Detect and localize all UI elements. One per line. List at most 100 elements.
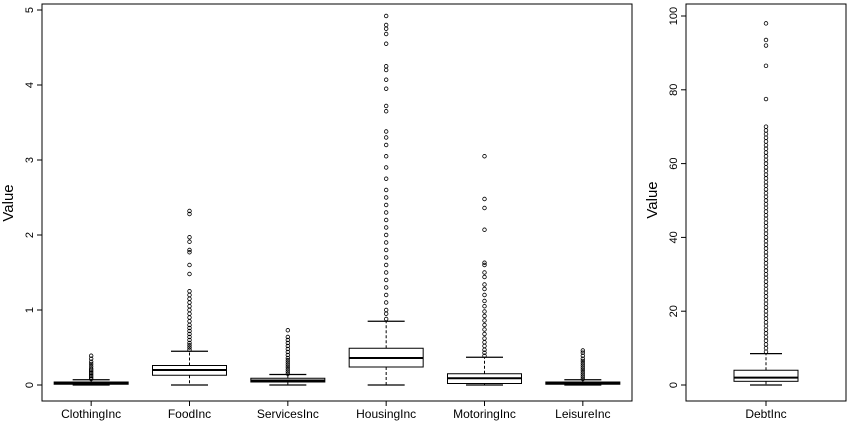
outlier-point [763,131,769,137]
left-boxplot-panel: Value 0 1 2 3 4 5 ClothingInc FoodInc ServicesI… [0,3,633,421]
outlier-point [187,289,192,294]
outlier-point [187,347,192,352]
outlier-point [763,43,769,48]
outlier-point [763,168,769,174]
category-label: MotoringInc [453,407,516,421]
outlier-point [187,211,192,217]
outlier-point [187,325,192,331]
outlier-point [482,322,487,328]
outlier-point [383,316,389,322]
outlier-point [88,376,94,382]
outlier-point [383,247,389,253]
outlier-point [482,327,487,332]
outlier-point [580,361,586,366]
outlier-point [383,255,389,260]
outlier-point [482,286,487,292]
outlier-point [763,264,769,270]
outlier-point [383,262,389,268]
outlier-point [482,350,487,355]
outlier-point [763,246,769,251]
y-tick-label: 0 [24,382,36,388]
outlier-point [383,210,389,215]
outlier-point [383,22,389,28]
outlier-point [763,172,769,177]
outlier-point [763,238,769,244]
outlier-point [383,26,389,31]
outlier-point [763,216,769,222]
outlier-point [763,283,769,288]
y-tick-label: 3 [24,157,36,163]
outlier-point [285,346,291,352]
outlier-point [88,364,94,369]
category-label: ServicesInc [257,407,319,421]
outlier-point [285,334,291,340]
outlier-point [383,202,389,208]
outlier-point [187,345,192,350]
outlier-point [482,318,487,323]
outlier-point [580,356,586,361]
outlier-point [482,282,487,287]
outlier-point [383,217,389,223]
y-tick-label: 5 [24,7,36,13]
outlier-point [763,286,769,292]
outlier-point [285,364,291,370]
outlier-point [187,292,192,298]
y-tick-label: 4 [24,82,36,88]
outlier-point [763,297,769,303]
outlier-point [763,327,769,332]
outlier-point [383,240,389,245]
outlier-point [88,375,94,380]
outlier-point [187,311,192,316]
outlier-point [763,37,769,43]
y-tick-label: 80 [668,84,680,96]
outlier-point [580,370,586,375]
outlier-point [383,277,389,283]
outlier-point [383,225,389,230]
outlier-point [285,355,291,361]
outlier-point [580,348,586,353]
outlier-point [88,366,94,371]
outlier-point [580,363,586,368]
outlier-point [763,301,769,307]
outlier-point [763,128,769,133]
outlier-point [187,343,192,348]
outlier-point [285,362,291,367]
outlier-point [285,358,291,363]
outlier-point [763,261,769,266]
outlier-point [187,247,192,253]
outlier-point [88,369,94,374]
outlier-point [763,312,769,318]
outlier-point [285,371,291,376]
outlier-point [285,369,291,374]
category-label: HousingInc [356,407,416,421]
outlier-point [580,367,586,373]
outlier-point [187,328,192,334]
outlier-point [763,253,769,259]
outlier-point [187,315,192,320]
outlier-point [580,353,586,358]
left-plot-frame [41,3,633,402]
right-x-axis-labels: DebtInc [745,401,787,421]
outlier-point [763,257,769,262]
outlier-point [187,331,192,337]
outlier-point [482,353,487,358]
outlier-point [763,157,769,163]
category-label: LeisureInc [555,407,610,421]
outlier-point [187,250,192,255]
outlier-point [580,358,586,364]
outlier-point [187,319,192,324]
outlier-point [763,305,769,310]
outlier-point [383,109,389,114]
outlier-point [383,77,389,82]
outlier-point [763,150,769,155]
outlier-point [763,213,769,218]
outlier-point [383,285,389,290]
outlier-point [580,376,586,382]
outlier-point [285,360,291,365]
outlier-point [285,340,291,346]
outlier-point [763,268,769,273]
outlier-point [763,190,769,196]
outlier-point [763,142,769,148]
outlier-point [763,63,769,69]
